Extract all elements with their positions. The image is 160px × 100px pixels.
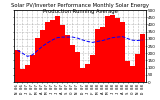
Bar	[25, 65, 30, 82]
Bar	[120, 22, 125, 82]
Bar	[65, 35, 70, 82]
Bar	[130, 66, 135, 82]
Bar	[95, 29, 100, 82]
Bar	[45, 22, 50, 82]
Bar	[60, 25, 65, 82]
Bar	[115, 18, 120, 82]
Bar	[90, 55, 95, 82]
Bar	[110, 15, 115, 82]
Bar	[50, 20, 55, 82]
Bar	[75, 52, 80, 82]
Bar	[80, 68, 85, 82]
Bar	[30, 55, 35, 82]
Bar	[15, 50, 20, 82]
Bar	[35, 38, 40, 82]
Bar	[85, 64, 90, 82]
Text: Solar PV/Inverter Performance Monthly Solar Energy Production Running Average: Solar PV/Inverter Performance Monthly So…	[11, 3, 149, 14]
Bar	[55, 16, 60, 82]
Bar	[100, 27, 105, 82]
Bar	[70, 45, 75, 82]
Bar	[40, 30, 45, 82]
Bar	[140, 34, 145, 82]
Bar	[105, 16, 110, 82]
Bar	[136, 54, 140, 82]
Bar	[125, 61, 130, 82]
Bar	[20, 69, 24, 82]
